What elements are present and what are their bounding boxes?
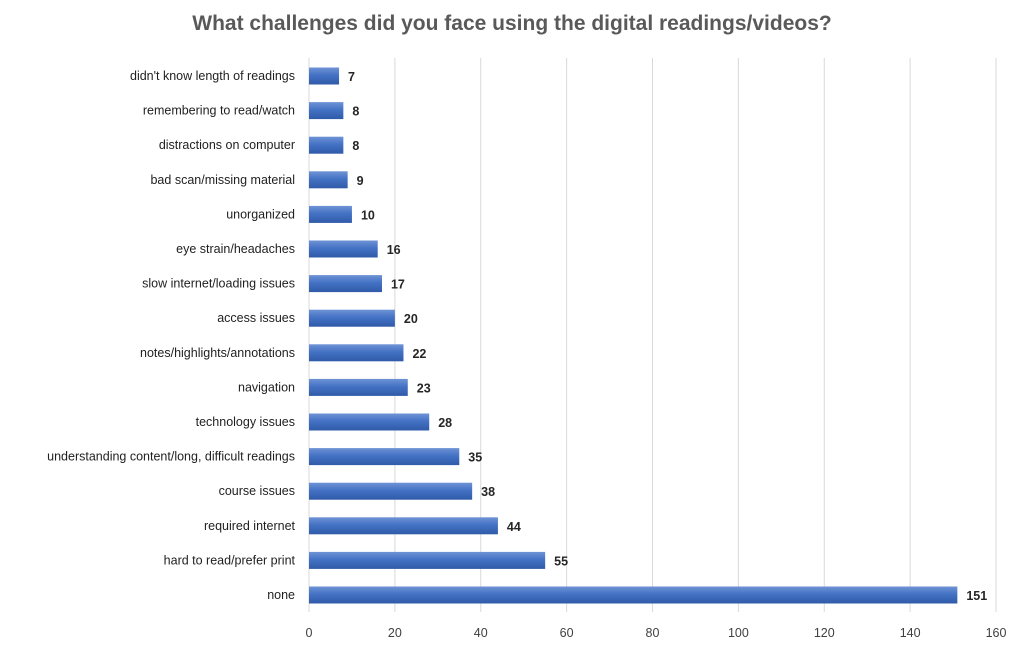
value-label: 55 bbox=[554, 554, 568, 568]
category-label: distractions on computer bbox=[159, 138, 295, 152]
value-label: 44 bbox=[507, 520, 521, 534]
category-label: remembering to read/watch bbox=[143, 104, 295, 118]
bar bbox=[309, 586, 958, 604]
x-tick-label: 40 bbox=[474, 626, 488, 640]
bar bbox=[309, 67, 340, 85]
category-label: slow internet/loading issues bbox=[142, 277, 295, 291]
category-label: understanding content/long, difficult re… bbox=[47, 450, 295, 464]
value-label: 35 bbox=[468, 451, 482, 465]
bars bbox=[309, 67, 958, 604]
value-label: 7 bbox=[348, 70, 355, 84]
value-label: 10 bbox=[361, 208, 375, 222]
category-label: notes/highlights/annotations bbox=[140, 346, 295, 360]
bar bbox=[309, 517, 498, 535]
x-tick-label: 0 bbox=[306, 626, 313, 640]
bar bbox=[309, 240, 378, 258]
chart-title: What challenges did you face using the d… bbox=[192, 12, 832, 35]
category-label: required internet bbox=[204, 519, 296, 533]
category-label: eye strain/headaches bbox=[176, 242, 295, 256]
x-tick-label: 20 bbox=[388, 626, 402, 640]
bar bbox=[309, 102, 344, 120]
value-label: 151 bbox=[966, 589, 987, 603]
category-label: didn't know length of readings bbox=[130, 69, 295, 83]
bar bbox=[309, 344, 404, 362]
value-label: 17 bbox=[391, 278, 405, 292]
x-tick-label: 140 bbox=[900, 626, 921, 640]
value-label: 28 bbox=[438, 416, 452, 430]
value-label: 8 bbox=[352, 105, 359, 119]
bar bbox=[309, 275, 382, 293]
bar bbox=[309, 482, 473, 500]
x-tick-label: 60 bbox=[560, 626, 574, 640]
value-label: 22 bbox=[412, 347, 426, 361]
x-tick-label: 100 bbox=[728, 626, 749, 640]
bar bbox=[309, 378, 408, 396]
x-tick-label: 80 bbox=[646, 626, 660, 640]
value-label: 9 bbox=[357, 174, 364, 188]
category-label: access issues bbox=[217, 311, 295, 325]
bar bbox=[309, 136, 344, 154]
category-label: none bbox=[267, 588, 295, 602]
bar bbox=[309, 309, 395, 327]
bar bbox=[309, 413, 430, 431]
value-label: 16 bbox=[387, 243, 401, 257]
value-label: 38 bbox=[481, 485, 495, 499]
bar bbox=[309, 205, 352, 223]
value-label: 20 bbox=[404, 312, 418, 326]
value-label: 23 bbox=[417, 381, 431, 395]
bar bbox=[309, 551, 546, 569]
category-label: technology issues bbox=[196, 415, 295, 429]
value-label: 8 bbox=[352, 139, 359, 153]
bar bbox=[309, 448, 460, 466]
category-label: navigation bbox=[238, 380, 295, 394]
category-label: bad scan/missing material bbox=[150, 173, 295, 187]
category-label: hard to read/prefer print bbox=[164, 553, 296, 567]
labels: 0 20 40 60 80 100 120 140 160 didn't know length … bbox=[47, 69, 1006, 640]
bar bbox=[309, 171, 348, 189]
category-label: course issues bbox=[219, 484, 295, 498]
x-tick-label: 120 bbox=[814, 626, 835, 640]
x-tick-label: 160 bbox=[986, 626, 1007, 640]
category-label: unorganized bbox=[226, 207, 295, 221]
